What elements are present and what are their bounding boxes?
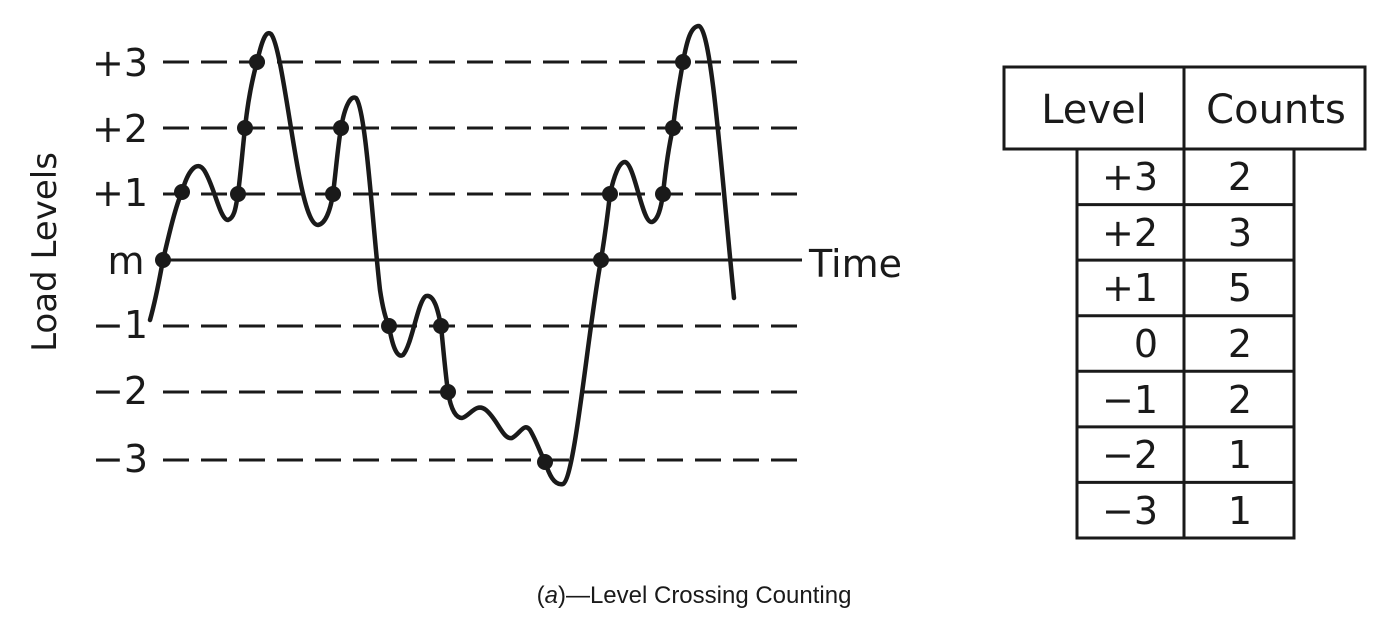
crossing-marker — [440, 384, 456, 400]
crossing-marker — [230, 186, 246, 202]
table-cell-level: +2 — [1102, 211, 1158, 255]
y-axis-label: Load Levels — [25, 152, 65, 352]
crossing-markers — [155, 54, 691, 470]
table-cell-count: 5 — [1228, 266, 1252, 310]
crossing-marker — [665, 120, 681, 136]
level-label-minus2: −2 — [92, 369, 148, 413]
x-axis-label: Time — [808, 242, 902, 286]
table-cell-count: 1 — [1228, 489, 1252, 533]
crossing-marker — [333, 120, 349, 136]
crossing-marker — [433, 318, 449, 334]
table-header-level: Level — [1041, 87, 1147, 133]
level-lines — [163, 60, 802, 462]
table-cell-count: 2 — [1228, 378, 1252, 422]
crossing-marker — [537, 454, 553, 470]
figure-caption: (a)—Level Crossing Counting — [536, 582, 852, 609]
load-history-curve — [147, 23, 737, 487]
crossing-marker — [381, 318, 397, 334]
crossing-marker — [237, 120, 253, 136]
level-label-minus3: −3 — [92, 437, 148, 481]
table-cell-count: 2 — [1228, 322, 1252, 366]
crossing-marker — [655, 186, 671, 202]
counts-table: Level Counts +3 2 +2 3 +1 5 0 2 −1 2 −2 … — [1002, 65, 1367, 540]
table-cell-level: 0 — [1134, 322, 1158, 366]
crossing-marker — [174, 184, 190, 200]
table-cell-count: 3 — [1228, 211, 1252, 255]
table-cell-level: −3 — [1102, 489, 1158, 533]
crossing-marker — [249, 54, 265, 70]
table-cell-level: −2 — [1102, 433, 1158, 477]
level-label-plus1: +1 — [92, 171, 148, 215]
table-header-counts: Counts — [1206, 87, 1346, 133]
level-label-plus3: +3 — [92, 41, 148, 85]
crossing-marker — [675, 54, 691, 70]
crossing-marker — [325, 186, 341, 202]
table-cell-count: 2 — [1228, 155, 1252, 199]
table-cell-level: +1 — [1102, 266, 1158, 310]
caption-text: —Level Crossing Counting — [565, 582, 852, 609]
level-label-minus1: −1 — [92, 303, 148, 347]
crossing-marker — [602, 186, 618, 202]
crossing-marker — [155, 252, 171, 268]
table-cell-count: 1 — [1228, 433, 1252, 477]
level-labels: +3 +2 +1 m −1 −2 −3 — [92, 41, 148, 481]
level-label-mean: m — [107, 239, 144, 283]
table-cell-level: +3 — [1102, 155, 1158, 199]
crossing-marker — [593, 252, 609, 268]
level-label-plus2: +2 — [92, 107, 148, 151]
caption-tag: a — [544, 582, 558, 609]
table-cell-level: −1 — [1102, 378, 1158, 422]
